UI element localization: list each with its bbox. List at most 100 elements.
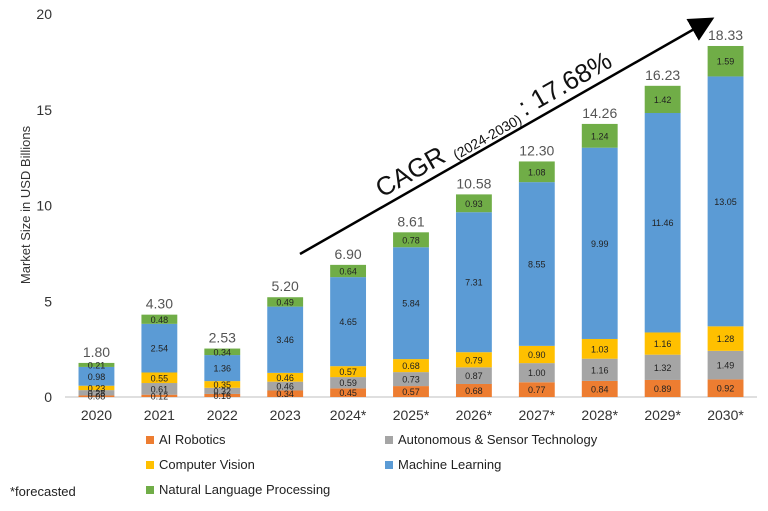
bar-segment [267, 381, 304, 391]
legend-label: Autonomous & Sensor Technology [398, 432, 598, 447]
bar-segment [267, 306, 304, 373]
bars [78, 45, 744, 397]
segment-label: 0.35 [214, 380, 232, 390]
bar-segment [78, 395, 115, 397]
x-tick-label: 2029* [644, 407, 681, 423]
x-tick-label: 2021 [144, 407, 175, 423]
bar-segment [581, 380, 618, 397]
y-tick-label: 20 [36, 6, 52, 22]
segment-label: 0.61 [151, 384, 169, 394]
segment-label: 1.08 [528, 167, 546, 177]
segment-label: 0.32 [214, 386, 232, 396]
bar-segment [707, 326, 744, 351]
cagr-arrow [299, 17, 715, 256]
segment-label: 0.84 [591, 384, 609, 394]
bar-segment [393, 247, 429, 360]
segment-label: 1.03 [591, 344, 609, 354]
x-tick-label: 2022 [207, 407, 238, 423]
legend-swatch [385, 461, 393, 469]
segment-label: 1.59 [717, 57, 735, 67]
bar-segment [518, 345, 555, 364]
segment-label: 0.28 [88, 388, 106, 398]
segment-label: 0.34 [214, 347, 232, 357]
segment-label: 0.21 [88, 360, 106, 370]
segment-label: 7.31 [465, 278, 483, 288]
total-label: 16.23 [645, 67, 680, 83]
segment-label: 0.98 [88, 372, 106, 382]
bar-segment [581, 338, 618, 359]
segment-label: 0.78 [402, 235, 420, 245]
segment-label: 0.64 [339, 266, 357, 276]
total-label: 10.58 [456, 175, 491, 191]
bar-segment [330, 277, 367, 367]
segment-label: 0.45 [339, 388, 357, 398]
bar-segment [455, 383, 492, 397]
bar-segment [267, 390, 304, 397]
bar-segment [204, 348, 241, 356]
bar-segment [518, 161, 555, 183]
segment-label: 5.84 [402, 299, 420, 309]
x-tick-label: 2023 [270, 407, 301, 423]
bar-segment [707, 379, 744, 397]
bar-segment [393, 232, 429, 248]
segment-label: 1.16 [654, 339, 672, 349]
segment-label: 0.59 [339, 378, 357, 388]
segment-label: 0.49 [276, 297, 294, 307]
bar-segment [644, 332, 681, 355]
segment-label: 0.87 [465, 371, 483, 381]
total-label: 1.80 [83, 344, 110, 360]
segment-label: 0.77 [528, 385, 546, 395]
cagr-main: CAGR [370, 140, 450, 203]
segment-label: 13.05 [714, 197, 737, 207]
x-tick-label: 2027* [519, 407, 556, 423]
segment-label: 1.24 [591, 131, 609, 141]
total-labels: 1.80 4.30 2.53 5.20 6.90 8.61 10.58 12.30 14.26 1… [83, 27, 743, 360]
bar-segment [707, 350, 744, 380]
segment-label: 0.57 [402, 387, 420, 397]
bar-segment [141, 314, 178, 324]
bar-segment [78, 362, 115, 367]
segment-label: 0.68 [402, 361, 420, 371]
bar-segment [141, 323, 178, 373]
legend-swatch [385, 436, 393, 444]
segment-label: 0.55 [151, 373, 169, 383]
bar-segment [78, 366, 115, 386]
segment-labels: 0.080.280.230.98 0.21 0.120.610.55 2.54 0.48… [88, 57, 737, 402]
segment-label: 1.00 [528, 368, 546, 378]
bar-segment [644, 379, 681, 397]
segment-label: 0.73 [402, 375, 420, 385]
legend-label: AI Robotics [159, 432, 226, 447]
segment-label: 0.92 [717, 384, 735, 394]
total-label: 5.20 [272, 278, 299, 294]
bar-segment [644, 85, 681, 114]
segment-label: 9.99 [591, 239, 609, 249]
segment-label: 11.46 [652, 218, 674, 228]
x-tick-label: 2028* [581, 407, 618, 423]
bar-segment [330, 264, 367, 278]
bar-segment [204, 393, 241, 397]
total-label: 4.30 [146, 296, 173, 312]
bar-segment [141, 394, 178, 397]
bar-segment [330, 388, 367, 397]
bar-segment [518, 382, 555, 397]
bar-segment [330, 377, 367, 389]
bar-segment [644, 113, 681, 333]
segment-label: 0.08 [88, 392, 106, 402]
bar-segment [707, 45, 744, 77]
segment-label: 0.68 [465, 386, 483, 396]
bar-segment [393, 386, 429, 397]
x-tick-label: 2025* [393, 407, 430, 423]
legend-swatch [146, 486, 154, 494]
segment-label: 1.16 [591, 365, 609, 375]
bar-segment [330, 366, 367, 378]
x-tick-label: 2020 [81, 407, 112, 423]
bar-segment [707, 76, 744, 327]
segment-label: 1.36 [214, 364, 232, 374]
segment-label: 2.54 [151, 344, 169, 354]
bar-segment [581, 147, 618, 339]
y-tick-label: 10 [36, 198, 52, 214]
legend-swatch [146, 461, 154, 469]
x-tick-label: 2024* [330, 407, 367, 423]
y-tick-label: 0 [44, 389, 52, 405]
